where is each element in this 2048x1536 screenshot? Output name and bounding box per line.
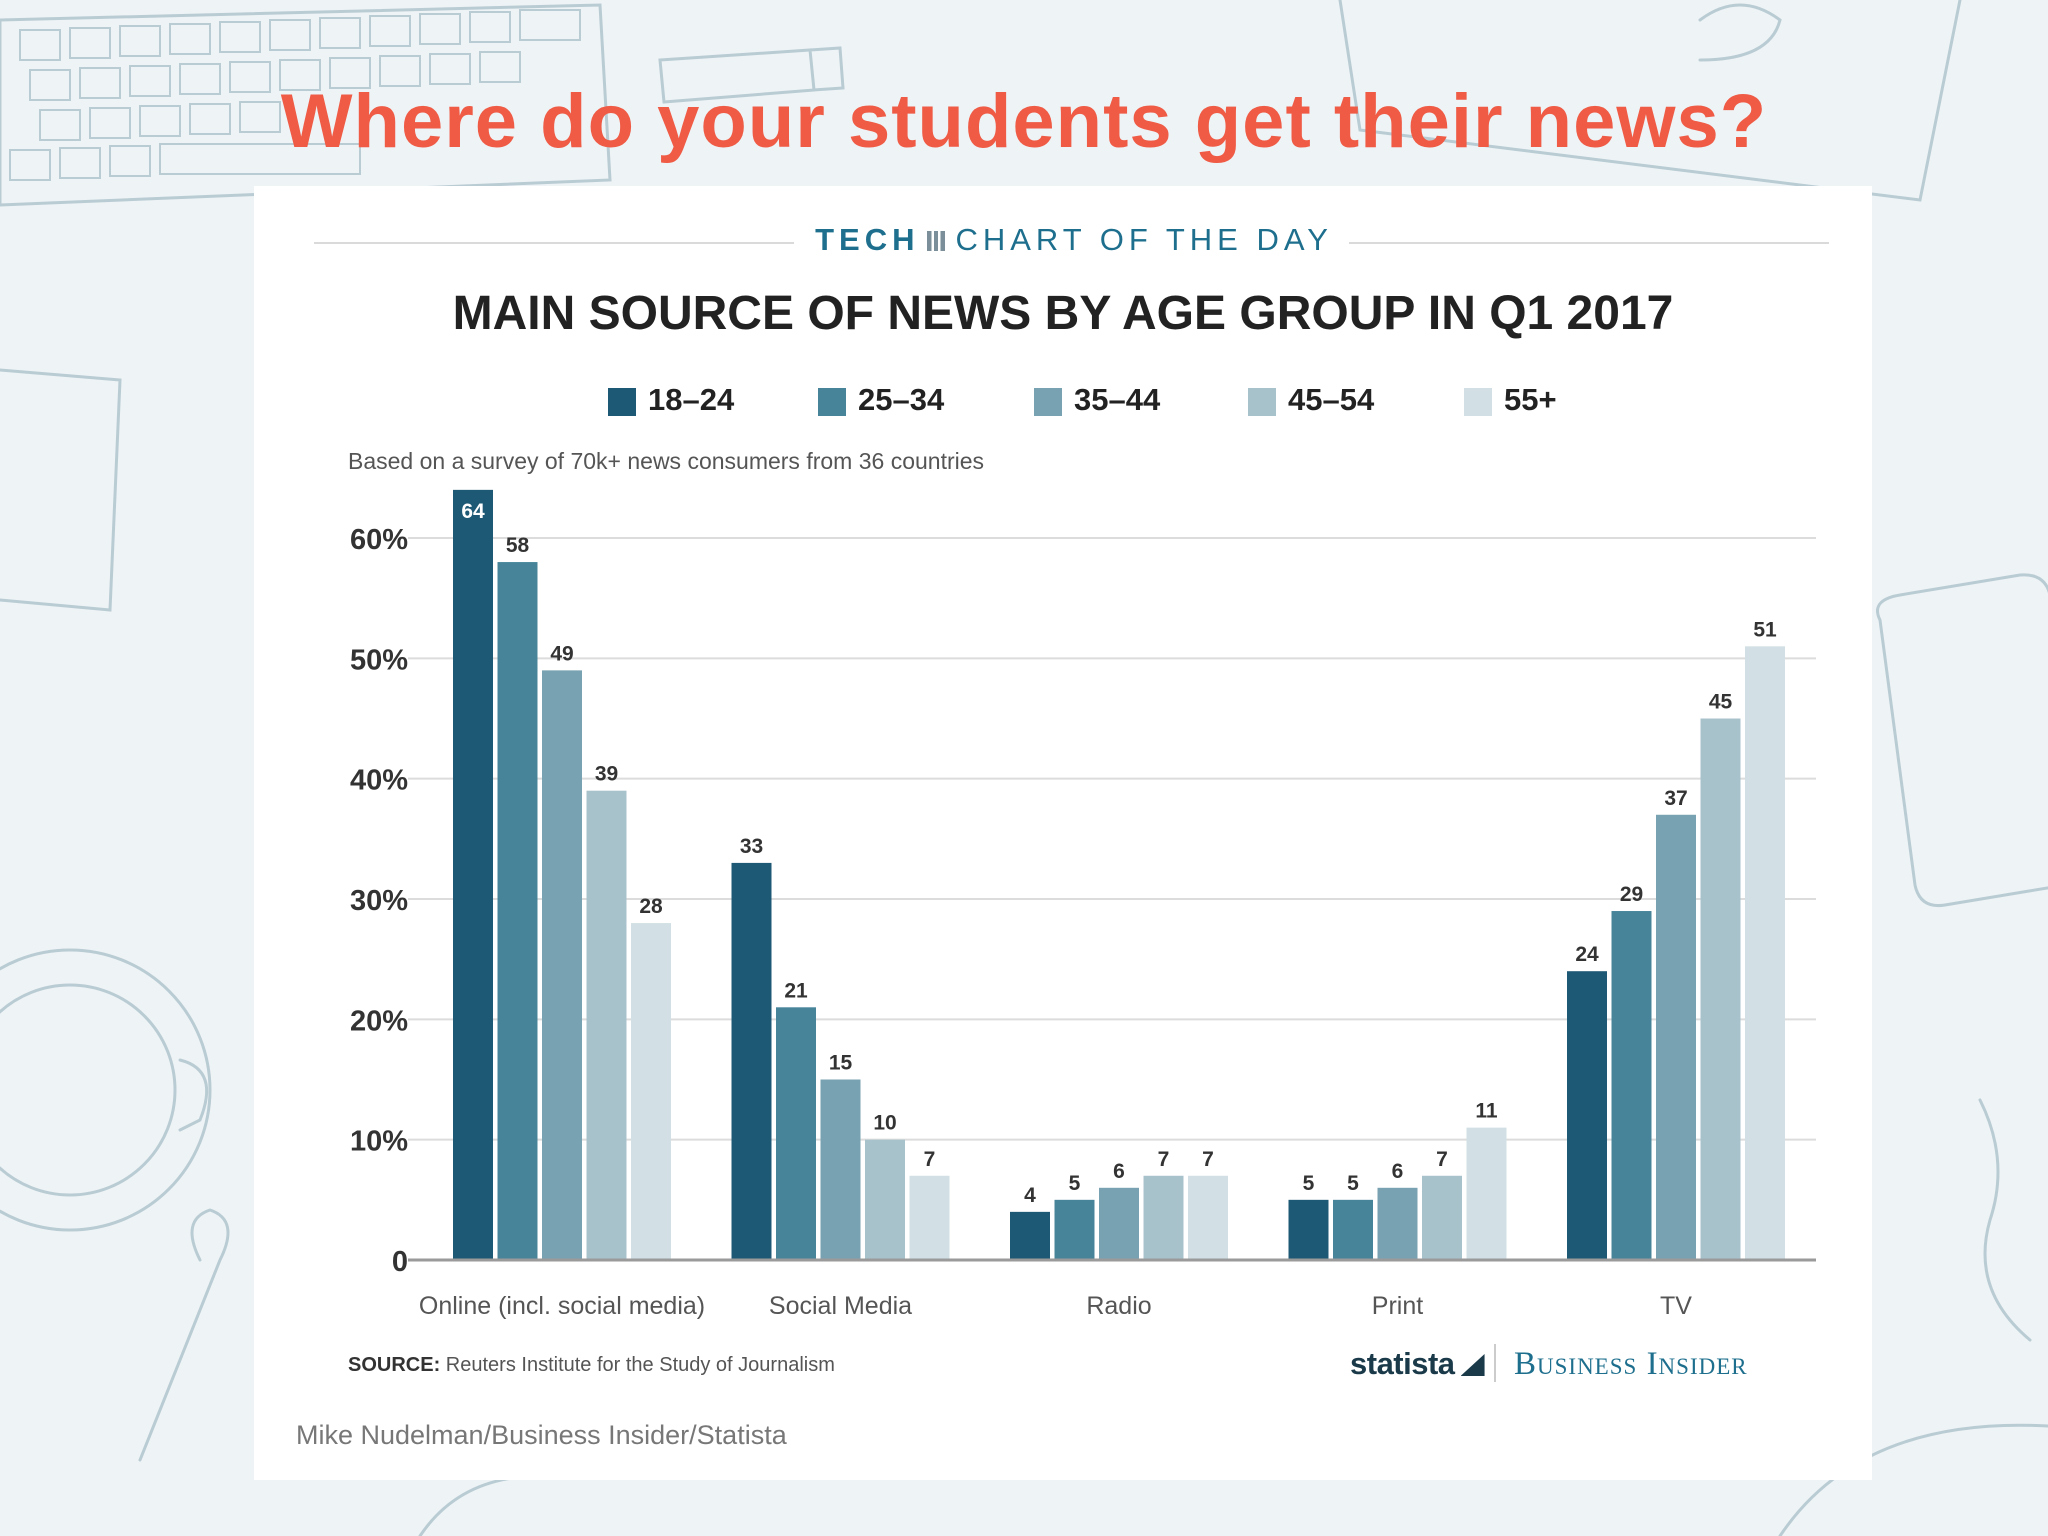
legend-swatch [1464,388,1492,416]
data-label: 64 [461,500,485,523]
chart-subtitle: Based on a survey of 70k+ news consumers… [348,448,985,474]
data-label: 24 [1575,943,1599,966]
business-insider-logo: Business Insider [1514,1346,1748,1382]
bar [1745,646,1785,1260]
legend-swatch [818,388,846,416]
data-label: 6 [1113,1160,1125,1183]
bar [1143,1175,1184,1260]
bar [497,562,538,1260]
y-tick-label: 40% [350,765,408,797]
x-tick-label: Radio [1086,1292,1151,1320]
bar [586,790,627,1260]
data-label: 21 [784,979,808,1002]
brand-divider [1494,1344,1496,1382]
data-label: 10 [873,1112,896,1135]
x-tick-label: TV [1660,1292,1692,1320]
y-tick-label: 50% [350,644,408,676]
data-label: 6 [1392,1160,1404,1183]
legend-label: 25–34 [858,382,945,417]
y-tick-label: 30% [350,885,408,917]
bar [865,1139,905,1260]
statista-mark-icon [1460,1354,1485,1376]
bar [542,670,582,1260]
data-label: 58 [506,534,530,557]
bar [1611,911,1652,1260]
legend-label: 45–54 [1288,382,1375,417]
x-tick-label: Social Media [769,1292,912,1320]
statista-logo: statista [1350,1346,1485,1382]
slide-title: Where do your students get their news? [280,79,1768,164]
image-credit: Mike Nudelman/Business Insider/Statista [296,1420,787,1450]
statista-wordmark: statista [1350,1346,1455,1381]
data-label: 7 [1202,1148,1214,1171]
legend-swatch [608,388,636,416]
data-label: 28 [639,895,663,918]
data-label: 11 [1475,1100,1498,1123]
bar [1567,971,1607,1260]
bar [909,1175,950,1260]
bar [1099,1187,1139,1260]
data-label: 5 [1069,1172,1081,1195]
bar [1054,1199,1095,1260]
bars-logo-icon [927,231,946,251]
y-tick-label: 0 [392,1246,408,1278]
data-label: 5 [1303,1172,1315,1195]
data-label: 51 [1753,618,1777,641]
bar [1700,718,1741,1260]
legend-label: 18–24 [648,382,735,417]
data-label: 5 [1347,1172,1359,1195]
source-note: SOURCE: Reuters Institute for the Study … [348,1354,835,1377]
data-label: 29 [1620,883,1643,906]
data-label: 7 [924,1148,936,1171]
data-label: 7 [1158,1148,1170,1171]
legend-swatch [1248,388,1276,416]
kicker-bold: TECH [815,222,920,257]
data-label: 4 [1024,1184,1036,1207]
bar [1188,1175,1228,1260]
data-label: 15 [829,1052,853,1075]
bar [1010,1211,1050,1260]
data-label: 39 [595,763,618,786]
y-tick-label: 20% [350,1005,408,1037]
bar [776,1007,816,1260]
bar [1377,1187,1418,1260]
kicker-text: TECH CHART OF THE DAY [814,222,1334,258]
kicker-rest: CHART OF THE DAY [955,222,1333,257]
bar [731,862,772,1260]
source-text: Reuters Institute for the Study of Journ… [445,1354,835,1376]
bar [1422,1175,1462,1260]
legend-label: 55+ [1504,382,1557,417]
bar [820,1079,861,1260]
legend-swatch [1034,388,1062,416]
chart-card: TECH CHART OF THE DAY MAIN SOURCE OF NEWS… [254,186,1872,1480]
data-label: 49 [550,642,573,665]
chart-kicker: TECH CHART OF THE DAY [254,222,1872,262]
source-label: SOURCE: [348,1354,441,1376]
data-label: 33 [740,835,763,858]
y-tick-label: 10% [350,1126,408,1158]
bar [631,923,671,1260]
y-tick-label: 60% [350,524,408,556]
x-tick-label: Print [1372,1292,1423,1320]
data-label: 45 [1709,691,1733,714]
bar [1333,1199,1373,1260]
kicker-rule-left [314,242,794,244]
bar [1466,1127,1507,1260]
chart-title: MAIN SOURCE OF NEWS BY AGE GROUP IN Q1 2… [452,287,1674,340]
bar [453,489,493,1260]
x-tick-label: Online (incl. social media) [419,1292,705,1320]
data-label: 37 [1664,787,1687,810]
data-label: 7 [1436,1148,1448,1171]
bar [1656,814,1696,1260]
bar [1288,1199,1329,1260]
legend-label: 35–44 [1074,382,1161,417]
kicker-rule-right [1349,242,1829,244]
